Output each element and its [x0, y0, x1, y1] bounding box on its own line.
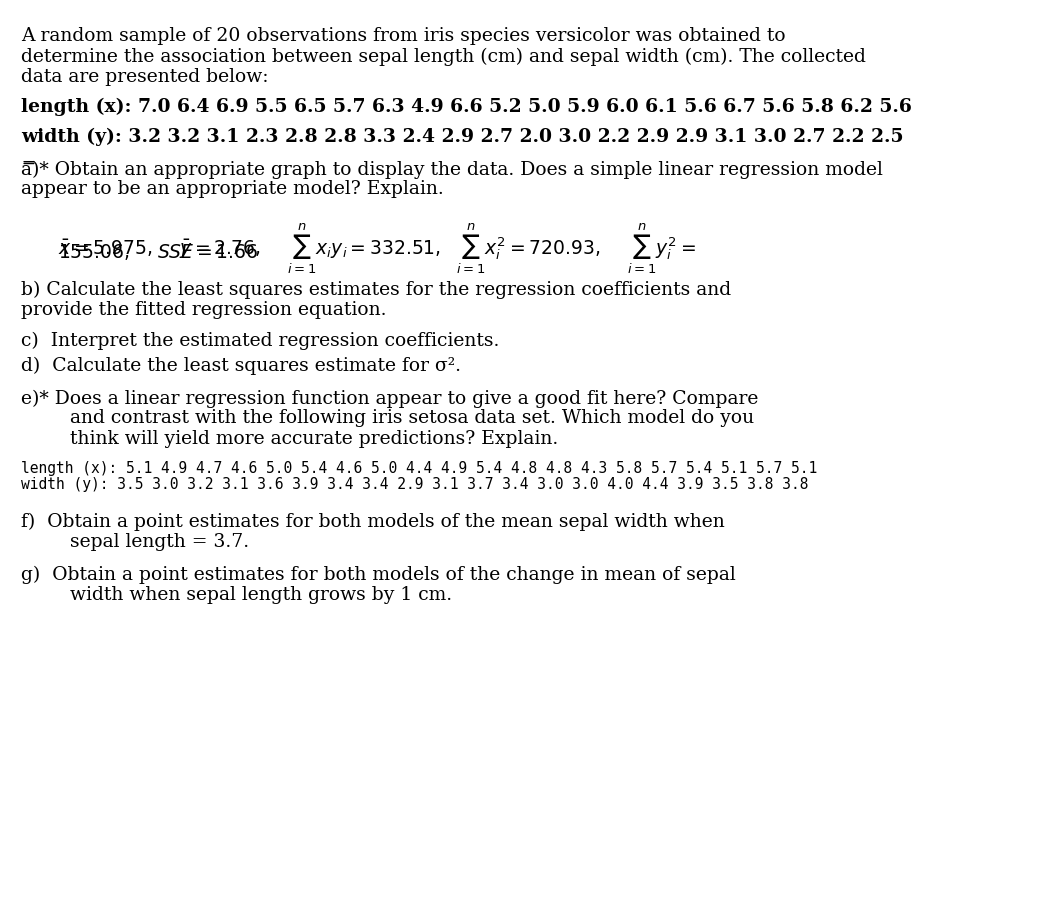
Text: length (x): 5.1 4.9 4.7 4.6 5.0 5.4 4.6 5.0 4.4 4.9 5.4 4.8 4.8 4.3 5.8 5.7 5.4 : length (x): 5.1 4.9 4.7 4.6 5.0 5.4 4.6 … — [21, 461, 817, 475]
Text: determine the association between sepal length (cm) and sepal width (cm). The co: determine the association between sepal … — [21, 48, 866, 66]
Text: width (y): 3.5 3.0 3.2 3.1 3.6 3.9 3.4 3.4 2.9 3.1 3.7 3.4 3.0 3.0 4.0 4.4 3.9 3: width (y): 3.5 3.0 3.2 3.1 3.6 3.9 3.4 3… — [21, 477, 809, 492]
Text: g)  Obtain a point estimates for both models of the change in mean of sepal: g) Obtain a point estimates for both mod… — [21, 566, 736, 584]
Text: width when sepal length grows by 1 cm.: width when sepal length grows by 1 cm. — [70, 586, 452, 605]
Text: $155.06,$    $SSE = 1.66$: $155.06,$ $SSE = 1.66$ — [58, 242, 259, 262]
Text: data are presented below:: data are presented below: — [21, 68, 268, 86]
Text: and contrast with the following iris setosa data set. Which model do you: and contrast with the following iris set… — [70, 409, 754, 428]
Text: c)  Interpret the estimated regression coefficients.: c) Interpret the estimated regression co… — [21, 332, 499, 350]
Text: f)  Obtain a point estimates for both models of the mean sepal width when: f) Obtain a point estimates for both mod… — [21, 513, 725, 531]
Text: d)  Calculate the least squares estimate for σ².: d) Calculate the least squares estimate … — [21, 357, 461, 376]
Text: b) Calculate the least squares estimates for the regression coefficients and: b) Calculate the least squares estimates… — [21, 281, 732, 300]
Text: a)* Obtain an appropriate graph to display the data. Does a simple linear regres: a)* Obtain an appropriate graph to displ… — [21, 160, 883, 179]
Text: appear to be an appropriate model? Explain.: appear to be an appropriate model? Expla… — [21, 180, 444, 199]
Text: e)* Does a linear regression function appear to give a good fit here? Compare: e)* Does a linear regression function ap… — [21, 389, 758, 408]
Text: length (x): 7.0 6.4 6.9 5.5 6.5 5.7 6.3 4.9 6.6 5.2 5.0 5.9 6.0 6.1 5.6 6.7 5.6 : length (x): 7.0 6.4 6.9 5.5 6.5 5.7 6.3 … — [21, 98, 912, 116]
Text: A random sample of 20 observations from iris species versicolor was obtained to: A random sample of 20 observations from … — [21, 27, 786, 46]
Text: sepal length = 3.7.: sepal length = 3.7. — [70, 533, 248, 551]
Text: width (y): 3.2 3.2 3.1 2.3 2.8 2.8 3.3 2.4 2.9 2.7 2.0 3.0 2.2 2.9 2.9 3.1 3.0 2: width (y): 3.2 3.2 3.1 2.3 2.8 2.8 3.3 2… — [21, 128, 904, 147]
Text: provide the fitted regression equation.: provide the fitted regression equation. — [21, 301, 386, 320]
Text: think will yield more accurate predictions? Explain.: think will yield more accurate predictio… — [70, 430, 558, 448]
Text: $\bar{x} = 5.975,$    $\bar{y} = 2.76,$    $\sum_{i=1}^{n} x_i y_i = 332.51,$  $: $\bar{x} = 5.975,$ $\bar{y} = 2.76,$ $\s… — [58, 222, 696, 276]
